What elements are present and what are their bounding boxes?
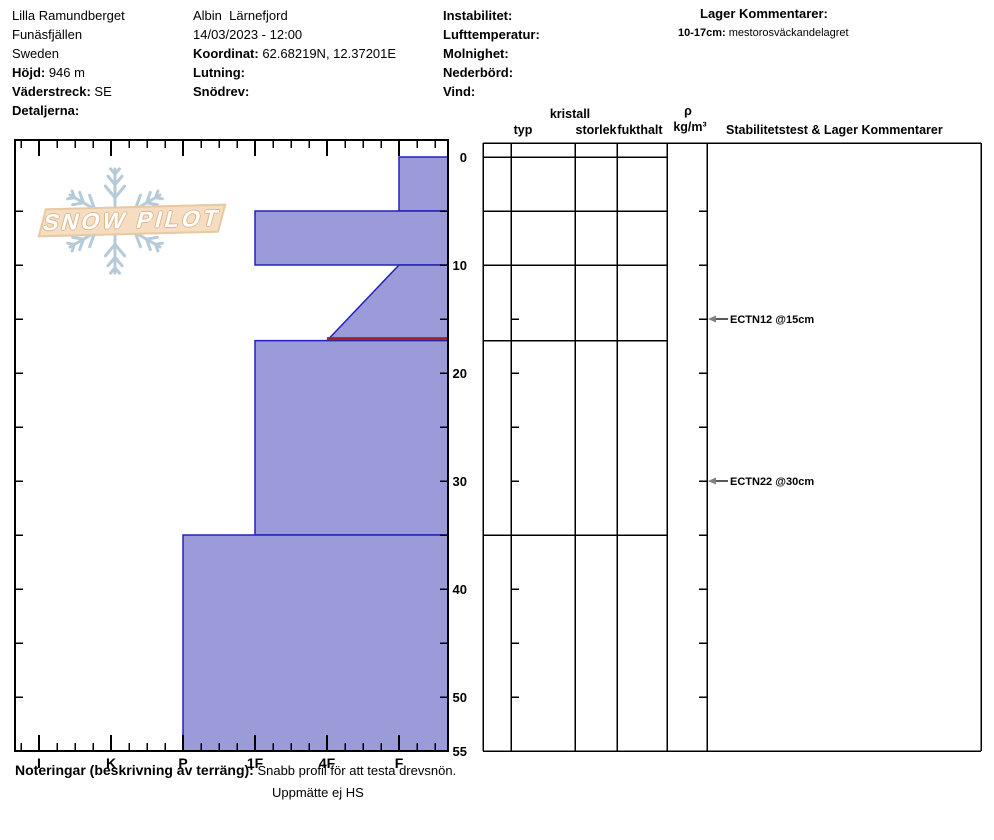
snowpilot-logo-text: SNOW PILOT — [40, 204, 224, 236]
header-weather-block: Instabilitet: Lufttemperatur: Molnighet: Ne… — [443, 6, 540, 101]
col-header-rho-unit: kg/m³ — [673, 120, 707, 134]
snowflake-line — [113, 255, 124, 268]
layer-comments-title: Lager Kommentarer: — [700, 6, 828, 21]
depth-label: 55 — [453, 744, 467, 759]
stability-label: ECTN12 @15cm — [730, 314, 814, 326]
layer-comment-entry: 10-17cm: mestorosväckandelagret — [678, 27, 849, 39]
layer-comments-list: 10-17cm: mestorosväckandelagret — [678, 26, 849, 40]
stability-arrow-head — [708, 477, 716, 485]
hardness-label: K — [106, 755, 116, 771]
snowflake-line — [109, 167, 117, 176]
notes-label: Noteringar (beskrivning av terräng): — [15, 762, 254, 778]
snowflake-line — [71, 235, 85, 241]
snowflake-line — [106, 255, 117, 268]
header-line: Sweden — [12, 46, 59, 61]
col-header-storlek: storlek — [575, 123, 617, 137]
header-line: Lutning: — [193, 65, 245, 80]
snowflake-line — [103, 242, 117, 258]
header-line: Koordinat: 62.68219N, 12.37201E — [193, 46, 397, 61]
header-line: Lilla Ramundberget — [12, 8, 125, 23]
header-line: Nederbörd: — [443, 65, 514, 80]
header-line: Albin Lärnefjord — [193, 8, 288, 23]
snowflake-line — [145, 201, 159, 207]
snowflake-line — [154, 241, 164, 246]
snowflake-line — [78, 237, 85, 252]
depth-label: 40 — [453, 582, 467, 597]
depth-label: 20 — [453, 366, 467, 381]
header-line: Instabilitet: — [443, 8, 513, 23]
col-header-typ: typ — [513, 123, 533, 137]
col-header-kristall: kristall — [549, 107, 591, 121]
header-line: Funäsfjällen — [12, 27, 83, 42]
snowflake-line — [106, 174, 117, 187]
snowflake-line — [113, 184, 127, 200]
snowpilot-logo: SNOW PILOT — [37, 203, 227, 238]
notes-line2: Uppmätte ej HS — [272, 785, 364, 800]
header-observer-block: Albin Lärnefjord 14/03/2023 - 12:00 Koordi… — [193, 6, 396, 101]
col-header-fukthalt: fukthalt — [617, 123, 663, 137]
snowflake-line — [103, 184, 117, 200]
snowflake-line — [113, 174, 124, 187]
header-line: Lufttemperatur: — [443, 27, 540, 42]
header-line: Molnighet: — [443, 46, 509, 61]
snowflake-line — [145, 190, 152, 205]
snowflake-line — [71, 201, 85, 207]
header-location-block: Lilla Ramundberget Funäsfjällen Sweden Höjd… — [12, 6, 125, 120]
hardness-label: 4F — [319, 755, 336, 771]
depth-label: 30 — [453, 474, 467, 489]
snowflake-line — [145, 237, 152, 252]
depth-label: 0 — [460, 150, 467, 165]
snowflake-line — [154, 189, 160, 200]
header-line: Höjd: 946 m — [12, 65, 85, 80]
hardness-label: P — [178, 755, 187, 771]
header-line: Vind: — [443, 84, 476, 99]
header-line: 14/03/2023 - 12:00 — [193, 27, 303, 42]
snowflake-line — [133, 231, 142, 249]
hardness-label: I — [37, 755, 41, 771]
snowflake-line — [66, 196, 76, 201]
snowflake-line — [113, 242, 127, 258]
snowflake-line — [78, 190, 85, 205]
stability-arrow-head — [708, 315, 716, 323]
snowflake-line — [70, 242, 76, 253]
notes-line: Noteringar (beskrivning av terräng): Sna… — [15, 762, 456, 778]
header-line: Väderstreck: SE — [12, 84, 112, 99]
hardness-label: 1F — [247, 755, 264, 771]
snowflake-line — [113, 266, 121, 275]
plot-border — [14, 139, 449, 752]
col-header-rho: ρ — [684, 104, 692, 118]
header-line: Detaljerna: — [12, 103, 80, 118]
stability-label: ECTN22 @30cm — [730, 476, 814, 488]
snowflake-line — [145, 235, 159, 241]
depth-label: 10 — [453, 258, 467, 273]
col-header-stability: Stabilitetstest & Lager Kommentarer — [726, 123, 943, 137]
hardness-label: F — [395, 755, 404, 771]
notes-text: Snabb profil för att testa drevsnön. — [253, 763, 457, 778]
header-line: Snödrev: — [193, 84, 250, 99]
depth-label: 50 — [453, 690, 467, 705]
